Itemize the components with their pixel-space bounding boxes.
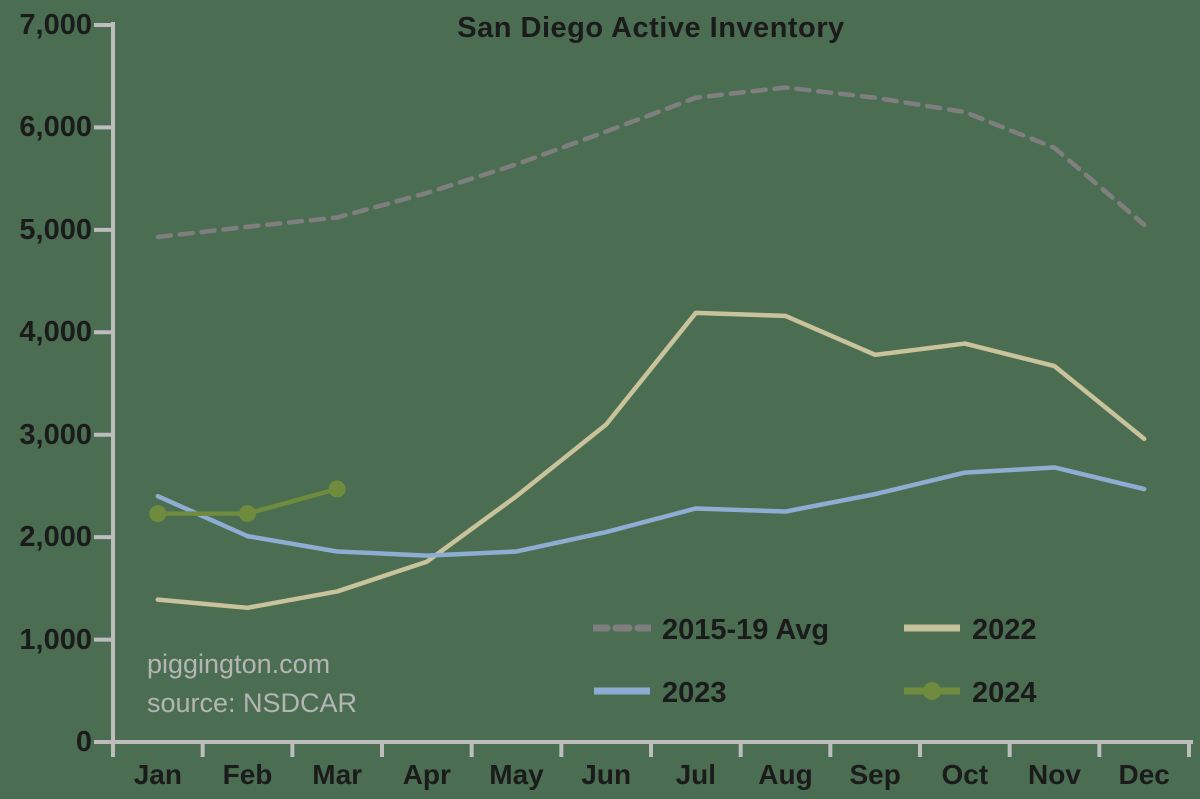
x-tick-label: Oct	[941, 759, 989, 790]
legend-item-2023: 2023	[593, 675, 903, 712]
x-tick-label: Aug	[758, 759, 813, 790]
y-tick-label: 2,000	[19, 521, 92, 554]
legend-swatch-dashed-line-icon	[590, 617, 654, 644]
x-tick-label: May	[489, 759, 544, 790]
legend-swatch-solid-line-icon	[593, 680, 651, 707]
legend-label: 2024	[972, 677, 1037, 709]
series-marker-2024	[149, 505, 167, 523]
y-tick-label: 0	[75, 726, 92, 758]
series-line-2022	[155, 310, 1147, 611]
legend-label: 2022	[972, 614, 1037, 646]
x-tick-label: Mar	[312, 759, 363, 790]
x-tick-label: Apr	[402, 759, 451, 790]
legend-label: 2023	[662, 677, 727, 709]
series-line-2023	[155, 465, 1147, 558]
x-tick-label: Sep	[849, 759, 901, 790]
y-tick-label: 5,000	[19, 213, 92, 246]
chart-title: San Diego Active Inventory	[457, 12, 845, 44]
series-marker-2024	[239, 505, 256, 523]
series-line-2015-19-avg	[155, 85, 1147, 240]
x-tick-label: Dec	[1118, 759, 1170, 790]
watermark-site: piggington.com	[147, 649, 331, 679]
watermark: piggington.com source: NSDCAR	[147, 645, 357, 723]
x-tick-label: Jan	[133, 759, 182, 790]
x-tick-label: Jun	[581, 759, 632, 790]
legend-item-2024: 2024	[903, 675, 1153, 712]
y-tick-label: 6,000	[19, 111, 92, 144]
x-tick-label: Jul	[675, 759, 717, 790]
legend-item-2015-19-avg: 2015-19 Avg	[590, 612, 903, 649]
y-tick-label: 1,000	[19, 623, 92, 656]
legend-swatch-solid-line-icon	[903, 617, 961, 644]
legend: 2015-19 Avg 2022 2023 2024	[590, 612, 1153, 712]
y-tick-label: 7,000	[19, 9, 92, 41]
watermark-source: source: NSDCAR	[147, 688, 358, 718]
legend-swatch-marker-line-icon	[903, 680, 961, 707]
legend-label: 2015-19 Avg	[662, 614, 830, 646]
series-marker-2024	[328, 480, 346, 498]
x-tick-label: Nov	[1028, 759, 1081, 790]
legend-item-2022: 2022	[903, 612, 1153, 649]
y-tick-label: 4,000	[19, 316, 92, 349]
x-tick-label: Feb	[222, 759, 273, 790]
y-tick-label: 3,000	[19, 418, 92, 451]
